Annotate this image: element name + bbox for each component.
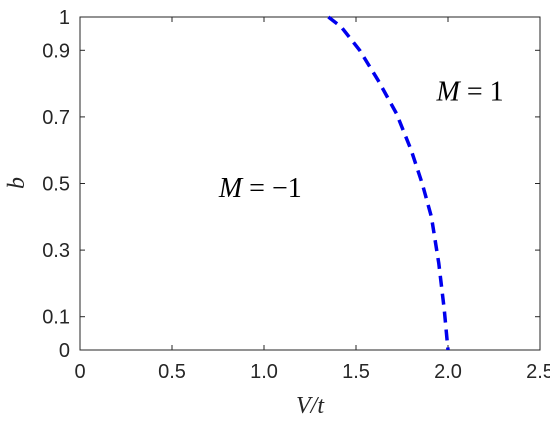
y-tick-label: 1 (59, 7, 70, 29)
annotations-group: M = 1M = −1 (218, 76, 504, 204)
y-tick-label: 0.5 (42, 174, 70, 196)
boundary-line (327, 15, 450, 351)
y-tick-label: 0.3 (42, 240, 70, 262)
x-tick-label: 2.0 (434, 361, 462, 383)
plot-area (79, 16, 541, 351)
y-axis-label: b (4, 177, 30, 189)
series-group (327, 15, 450, 351)
x-tick-label: 0 (74, 361, 85, 383)
x-tick-label: 0.5 (158, 361, 186, 383)
region-label-variable: M (436, 76, 462, 107)
region-label: M = 1 (436, 76, 504, 107)
axis-ticks (79, 16, 541, 351)
x-tick-label: 1.0 (250, 361, 278, 383)
region-label-variable: M (218, 173, 244, 204)
y-tick-label: 0 (59, 340, 70, 362)
axis-tick-labels: 0 0.5 1.0 1.5 2.0 2.5 0 0.1 0.3 0.5 0.7 0.9 1 (42, 7, 550, 383)
y-tick-label: 0.1 (42, 307, 70, 329)
y-tick-label: 0.9 (42, 40, 70, 62)
x-axis-label: V/t (296, 393, 325, 419)
y-tick-label: 0.7 (42, 107, 70, 129)
x-tick-label: 1.5 (342, 361, 370, 383)
x-tick-label: 2.5 (526, 361, 550, 383)
region-label-value: = 1 (460, 76, 504, 107)
region-label-value: = −1 (242, 173, 302, 204)
region-label: M = −1 (218, 173, 302, 204)
